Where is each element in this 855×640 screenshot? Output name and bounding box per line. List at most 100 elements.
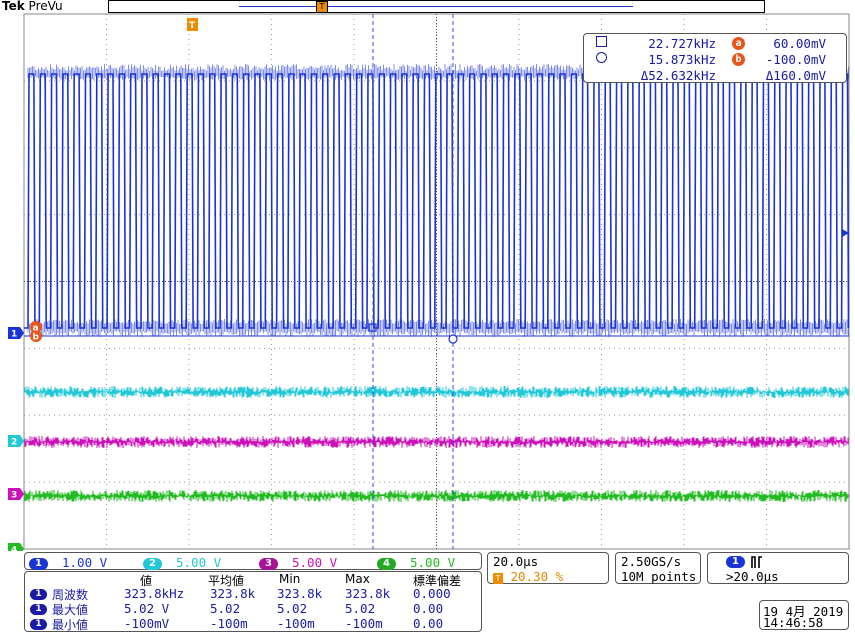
channel-3-badge-icon: 3 (259, 558, 278, 570)
date: 19 4月 2019 (763, 604, 844, 619)
measurement-name: 周波数 (52, 588, 89, 602)
cursor-delta-row: Δ52.632kHz Δ160.0mV (584, 68, 846, 84)
time: 14:46:58 (763, 615, 824, 630)
cursor-lines[interactable] (368, 14, 458, 549)
channel-1-marker-icon-label: 1 (11, 330, 17, 340)
channel-4-badge-icon: 4 (377, 558, 396, 570)
channel-2-waveform (24, 386, 849, 398)
cursor-a-row: 22.727kHz a 60.00mV (584, 36, 846, 52)
graticule (23, 13, 850, 550)
channel-1-marker-icon-shape (8, 327, 24, 339)
horizontal-scale: 20.0µs (493, 554, 539, 569)
measurement-mean: -100m (210, 616, 248, 631)
trigger-panel[interactable]: 1 >20.0µs (707, 552, 849, 584)
channel-2-marker-icon-shape (8, 435, 24, 447)
brand-label: Tek PreVu (2, 0, 63, 13)
square-cursor-icon (596, 36, 607, 47)
measurement-min: 323.8k (277, 586, 323, 601)
cursor-b-voltage: -100.0mV (765, 52, 826, 67)
cursor-b-badge-icon: b (30, 330, 42, 343)
record-window-line (239, 6, 633, 7)
channel-scale-panel[interactable]: 1 1.00 V 2 5.00 V 3 5.00 V 4 5.00 V (24, 552, 482, 570)
brand-name: Tek (2, 0, 25, 13)
channel-3-waveform (24, 436, 849, 448)
channel-3-scale-value: 5.00 V (292, 555, 338, 570)
channel-4-marker-icon: 4 (8, 543, 24, 551)
measurement-std: 0.00 (413, 616, 444, 631)
measurement-mean: 323.8k (210, 586, 256, 601)
channel-4-waveform (24, 490, 849, 502)
channel-2-badge-icon: 2 (143, 558, 162, 570)
measurement-value: 5.02 V (124, 601, 170, 616)
trigger-marker-label: T (189, 21, 196, 31)
record-view-bar[interactable]: T (108, 0, 765, 13)
measurement-name: 最大値 (52, 603, 89, 617)
header-std-dev: 標準偏差 (413, 574, 462, 588)
cursor-a-badge-icon: a (30, 321, 42, 334)
header-min: Min (279, 572, 301, 586)
trigger-position-icon: T (493, 573, 503, 584)
cursor-delta-voltage: Δ160.0mV (765, 68, 826, 83)
channel-1-scale-value: 1.00 V (62, 555, 108, 570)
cursor-b-frequency: 15.873kHz (648, 52, 716, 67)
row-3-channel-icon: 1 (30, 619, 47, 630)
cursor-b-row: 15.873kHz b -100.0mV (584, 52, 846, 68)
trigger-position-value: 20.30 % (510, 569, 564, 584)
cursor-readout[interactable]: 22.727kHz a 60.00mV 15.873kHz b -100.0mV… (583, 33, 847, 83)
status-area: 1 1.00 V 2 5.00 V 3 5.00 V 4 5.00 V 20.0µs T… (0, 551, 855, 640)
channel-1-badge-icon: 1 (29, 558, 48, 570)
circle-cursor-icon (596, 52, 607, 63)
measurement-table[interactable]: 値 平均値 Min Max 標準偏差 1 周波数 323.8kHz 323.8k… (24, 571, 482, 632)
cursor-delta-frequency: Δ52.632kHz (640, 68, 716, 83)
trigger-marker-shape (187, 18, 198, 31)
channel-1-scale[interactable]: 1 1.00 V (29, 555, 107, 570)
channel-2-marker-icon-label: 2 (11, 438, 17, 448)
channel-3-marker-icon-label: 3 (11, 491, 17, 501)
channel-3-trace (24, 436, 849, 448)
measurement-std: 0.00 (413, 601, 444, 616)
channel-4-scale[interactable]: 4 5.00 V (377, 555, 455, 570)
cursor-a-badge-circle (30, 321, 42, 333)
channel-1-noise-low (27, 319, 849, 337)
trigger-position-icon[interactable]: T (316, 1, 328, 13)
datetime-panel[interactable]: 19 4月 2019 14:46:58 (759, 600, 849, 630)
sample-rate: 2.50GS/s (621, 554, 682, 569)
acquisition-panel[interactable]: 2.50GS/s 10M points (615, 552, 701, 584)
channel-4-scale-value: 5.00 V (410, 555, 456, 570)
header-max: Max (345, 572, 370, 586)
trigger-position: T 20.30 % (493, 569, 563, 584)
channel-1-marker-icon: 1 (8, 327, 24, 340)
measurement-value: -100mV (124, 616, 170, 631)
trigger-condition: >20.0µs (726, 569, 779, 584)
channel-4-marker-icon-label: 4 (11, 546, 17, 552)
acquisition-mode: PreVu (28, 0, 63, 13)
measurement-value: 323.8kHz (124, 586, 185, 601)
cursor-b-badge-icon: b (732, 53, 745, 66)
timebase-panel[interactable]: 20.0µs T 20.30 % (487, 552, 609, 584)
channel-4-trace (24, 490, 849, 502)
channel-3-scale[interactable]: 3 5.00 V (259, 555, 337, 570)
cursor-a-badge-icon: a (732, 37, 745, 50)
cursor-a-frequency: 22.727kHz (648, 36, 716, 51)
measurement-max: -100m (345, 616, 383, 631)
record-length: 10M points (621, 569, 697, 584)
trigger-source-badge-icon: 1 (726, 556, 745, 568)
cursor-b-badge-circle (30, 330, 42, 342)
top-bar: Tek PreVu T (0, 0, 855, 14)
cursor-a-voltage: 60.00mV (773, 36, 826, 51)
trigger-level-icon (842, 229, 849, 237)
channel-3-marker-icon: 3 (8, 488, 24, 501)
measurement-mean: 5.02 (210, 601, 241, 616)
channel-2-scale-value: 5.00 V (176, 555, 222, 570)
measurement-max: 323.8k (345, 586, 391, 601)
channel-4-marker-icon-shape (8, 543, 24, 551)
measurement-std: 0.000 (413, 586, 451, 601)
header-value: 値 (140, 574, 153, 588)
measurement-min: 5.02 (277, 601, 308, 616)
channel-2-scale[interactable]: 2 5.00 V (143, 555, 221, 570)
row-2-channel-icon: 1 (30, 604, 47, 615)
measurement-max: 5.02 (345, 601, 376, 616)
square-cursor-icon (368, 323, 377, 332)
